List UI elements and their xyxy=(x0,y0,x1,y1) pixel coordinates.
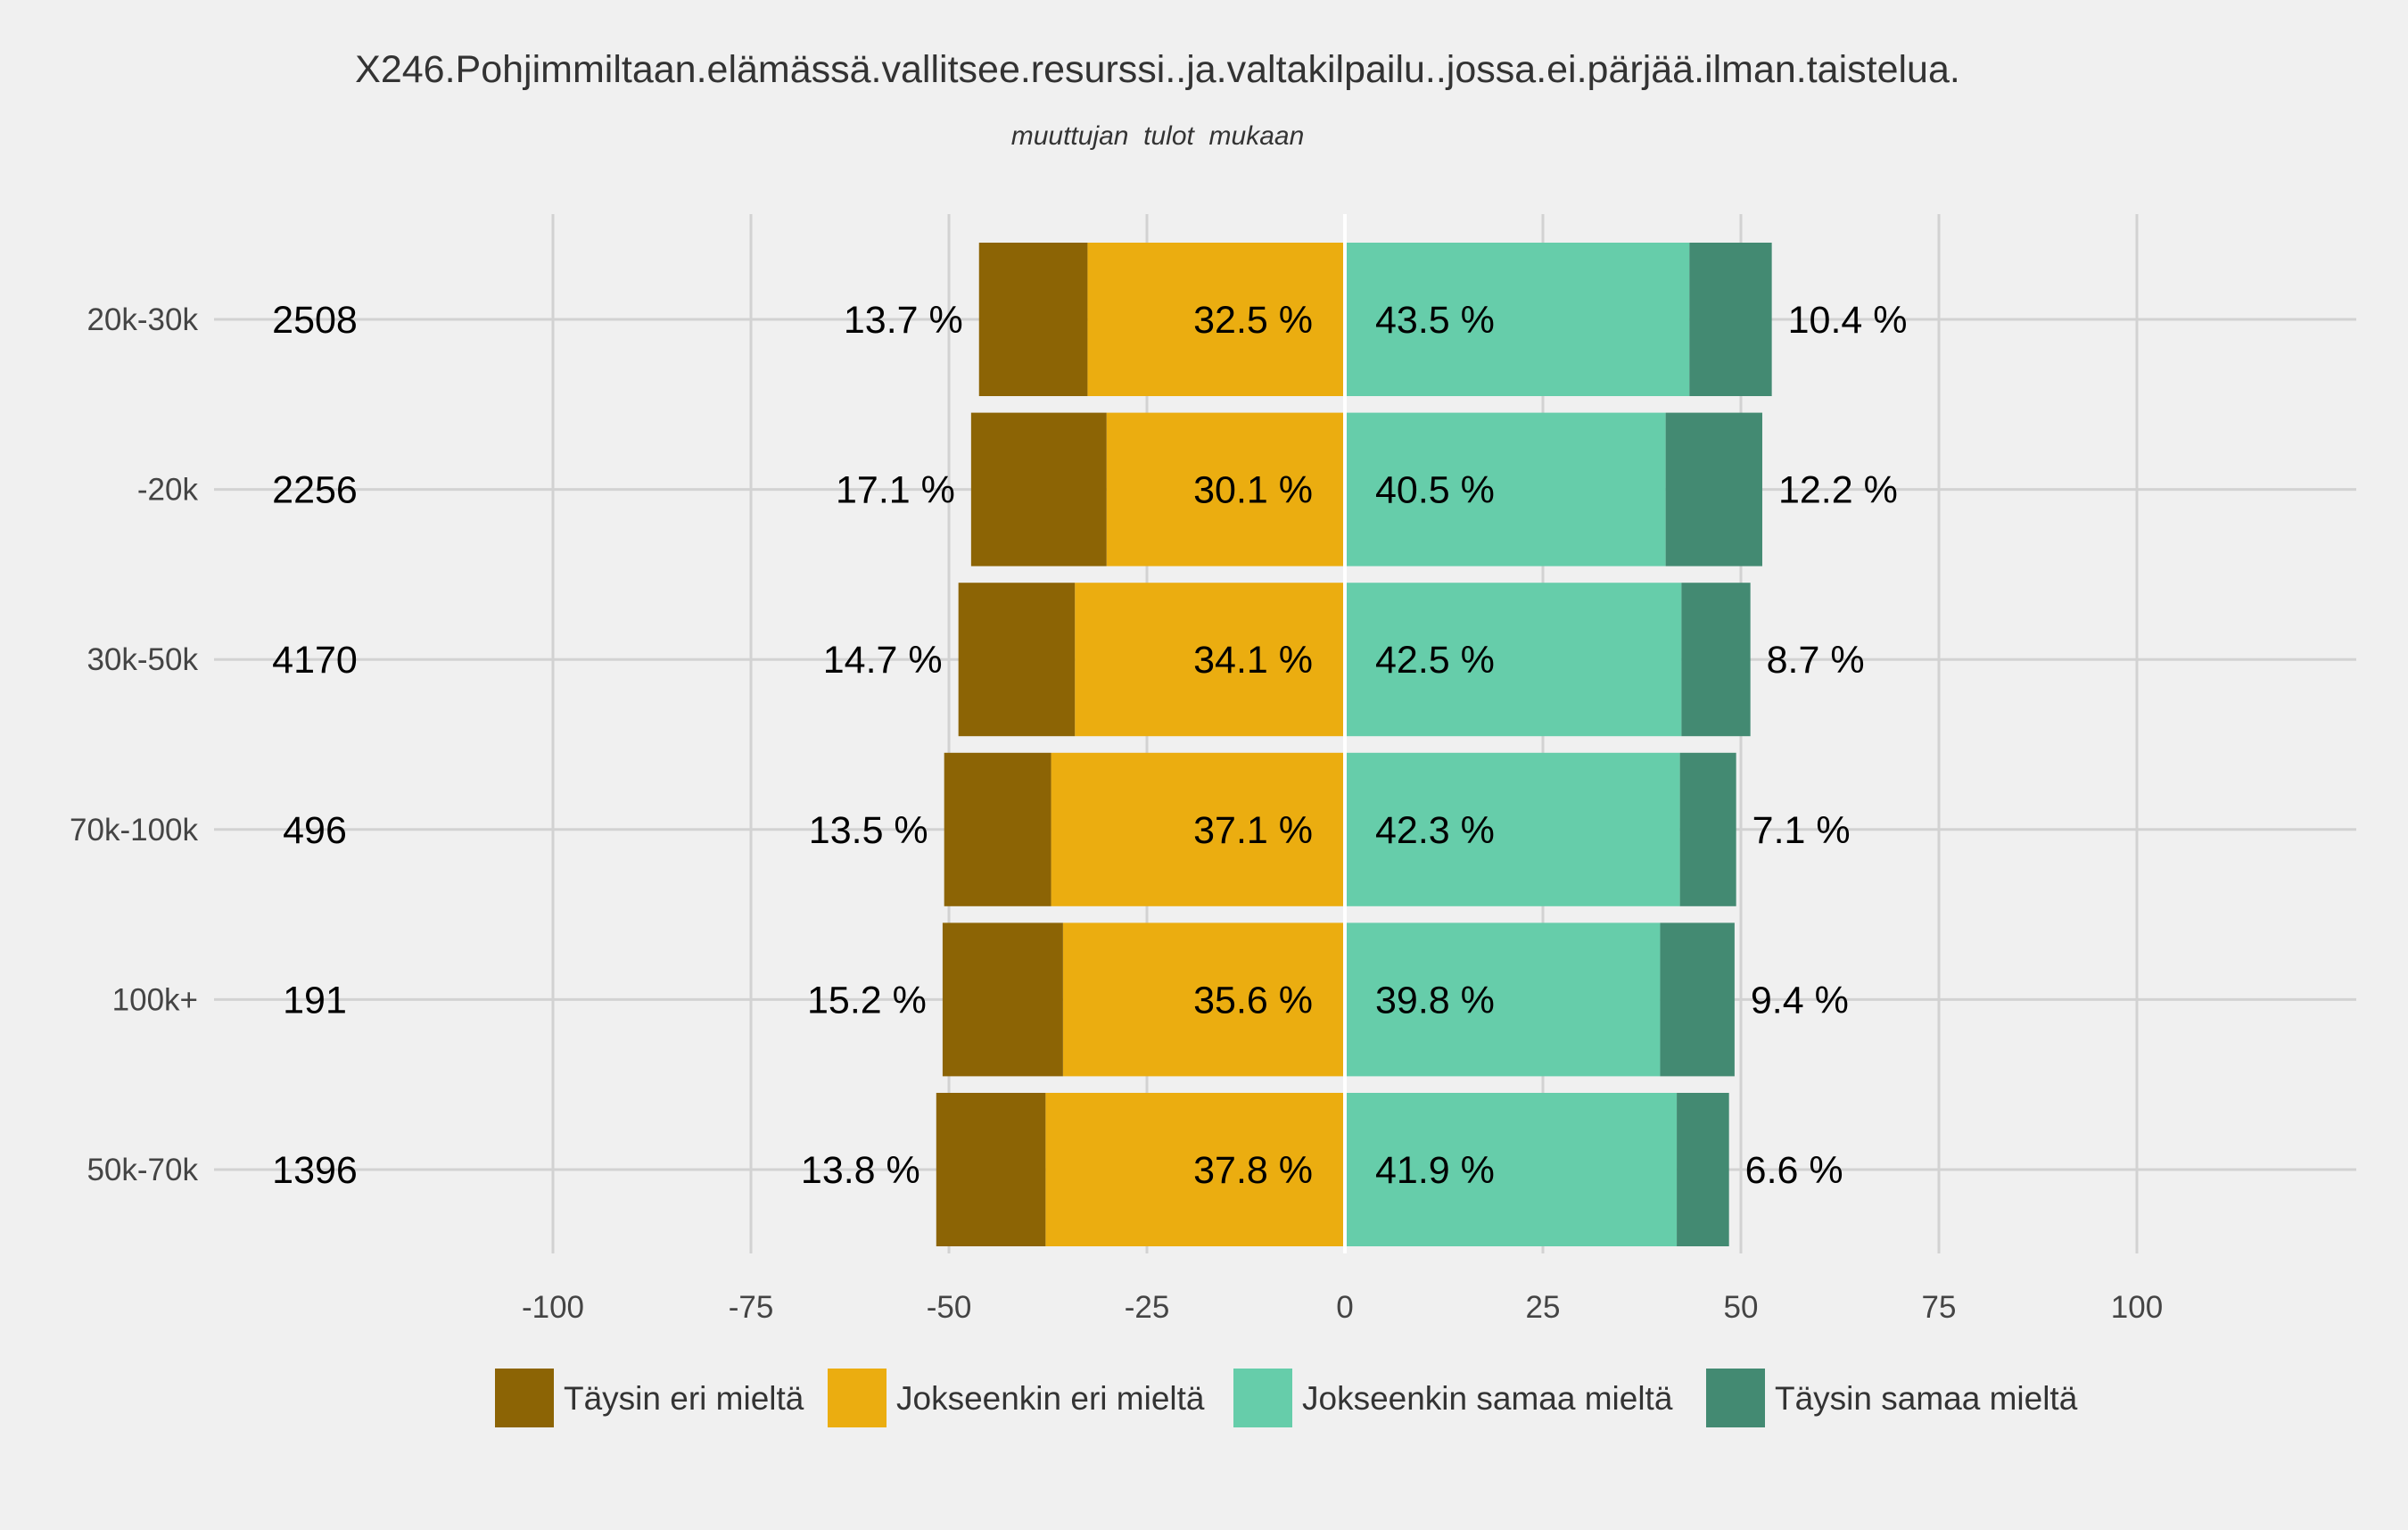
x-tick-label: -50 xyxy=(927,1290,972,1325)
bar-segment xyxy=(1051,752,1345,906)
bar-segment xyxy=(1345,922,1661,1077)
bar-segment xyxy=(1681,583,1751,737)
bar-segment xyxy=(1075,583,1345,737)
bar-segment xyxy=(1345,1093,1678,1246)
count-label: 191 xyxy=(283,979,347,1021)
bar-segment xyxy=(1062,922,1345,1077)
x-tick-label: 50 xyxy=(1724,1290,1759,1325)
bar-segment xyxy=(1345,412,1666,567)
bars xyxy=(936,214,1772,1253)
data-label: 14.7 % xyxy=(823,639,943,682)
data-label: 13.5 % xyxy=(809,809,928,852)
legend-label: Täysin samaa mieltä xyxy=(1775,1380,2078,1417)
chart-title: X246.Pohjimmiltaan.elämässä.vallitsee.re… xyxy=(355,48,1960,91)
bar-segment xyxy=(1345,752,1680,906)
chart-subtitle: muuttujan tulot mukaan xyxy=(1011,121,1305,151)
data-label: 6.6 % xyxy=(1745,1149,1843,1192)
bar-segment xyxy=(1345,583,1682,737)
x-tick-label: 25 xyxy=(1526,1290,1561,1325)
data-label: 8.7 % xyxy=(1767,639,1865,682)
legend-label: Täysin eri mieltä xyxy=(564,1380,804,1417)
data-label: 43.5 % xyxy=(1375,299,1495,342)
legend-key xyxy=(495,1369,554,1427)
bar-segment xyxy=(1660,922,1735,1077)
count-label: 2256 xyxy=(272,469,358,512)
data-label: 37.1 % xyxy=(1193,809,1313,852)
x-tick-label: -100 xyxy=(522,1290,584,1325)
x-tick-label: -75 xyxy=(729,1290,774,1325)
data-label: 42.5 % xyxy=(1375,639,1495,682)
bar-segment xyxy=(1045,1093,1345,1246)
legend: Täysin eri mieltä Jokseenkin eri mieltä Jo… xyxy=(495,1369,2078,1427)
legend-key xyxy=(1233,1369,1292,1427)
category-label: 100k+ xyxy=(112,982,198,1017)
category-label: 30k-50k xyxy=(87,642,198,677)
data-label: 35.6 % xyxy=(1193,979,1313,1021)
data-labels: 2508 2256 4170 496 191 1396 13.7 % 32.5 % 43.5 %… xyxy=(272,299,1907,1192)
x-tick-label: 100 xyxy=(2111,1290,2163,1325)
bar-segment xyxy=(1087,243,1345,396)
legend-label: Jokseenkin samaa mieltä xyxy=(1302,1380,1673,1417)
bar-segment xyxy=(1689,243,1772,396)
data-label: 40.5 % xyxy=(1375,469,1495,512)
bar-segment xyxy=(1106,412,1345,567)
category-label: -20k xyxy=(137,473,199,508)
count-label: 496 xyxy=(283,809,347,852)
data-label: 32.5 % xyxy=(1193,299,1313,342)
x-tick-label: 0 xyxy=(1336,1290,1353,1325)
data-label: 9.4 % xyxy=(1751,979,1849,1021)
x-tick-label: -25 xyxy=(1125,1290,1170,1325)
data-label: 30.1 % xyxy=(1193,469,1313,512)
y-axis: 20k-30k -20k 30k-50k 70k-100k 100k+ 50k-70k xyxy=(70,302,198,1187)
x-tick-label: 75 xyxy=(1922,1290,1957,1325)
bar-segment xyxy=(1677,1093,1729,1246)
data-label: 13.7 % xyxy=(844,299,963,342)
bar-segment xyxy=(936,1093,1046,1246)
bar-segment xyxy=(970,412,1107,567)
bar-segment xyxy=(1679,752,1736,906)
bar-segment xyxy=(942,922,1063,1077)
bar-segment xyxy=(958,583,1076,737)
data-label: 17.1 % xyxy=(836,469,955,512)
data-label: 10.4 % xyxy=(1788,299,1908,342)
data-label: 34.1 % xyxy=(1193,639,1313,682)
category-label: 20k-30k xyxy=(87,302,198,337)
count-label: 1396 xyxy=(272,1149,358,1192)
bar-segment xyxy=(1665,412,1762,567)
data-label: 7.1 % xyxy=(1752,809,1851,852)
data-label: 15.2 % xyxy=(807,979,927,1021)
category-label: 70k-100k xyxy=(70,813,198,848)
bar-segment xyxy=(1345,243,1690,396)
bar-segment xyxy=(944,752,1051,906)
data-label: 42.3 % xyxy=(1375,809,1495,852)
category-label: 50k-70k xyxy=(87,1153,198,1187)
bar-segment xyxy=(978,243,1088,396)
legend-key xyxy=(1706,1369,1765,1427)
x-axis: -100 -75 -50 -25 0 25 50 75 100 xyxy=(522,1290,2163,1325)
data-label: 13.8 % xyxy=(801,1149,920,1192)
data-label: 41.9 % xyxy=(1375,1149,1495,1192)
data-label: 37.8 % xyxy=(1193,1149,1313,1192)
data-label: 12.2 % xyxy=(1778,469,1898,512)
data-label: 39.8 % xyxy=(1375,979,1495,1021)
legend-key xyxy=(828,1369,887,1427)
count-label: 4170 xyxy=(272,639,358,682)
legend-label: Jokseenkin eri mieltä xyxy=(896,1380,1205,1417)
count-label: 2508 xyxy=(272,299,358,342)
